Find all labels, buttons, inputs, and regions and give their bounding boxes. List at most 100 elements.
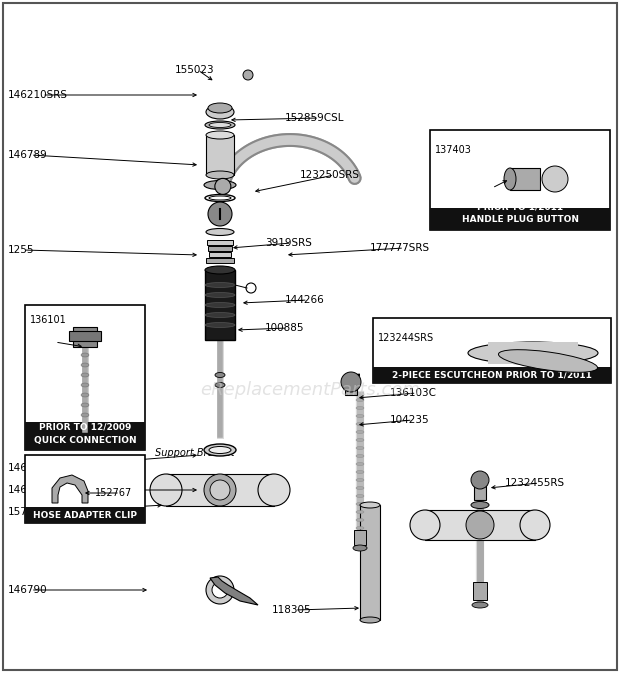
Bar <box>473 582 487 600</box>
Ellipse shape <box>356 454 364 458</box>
Ellipse shape <box>81 363 89 367</box>
Ellipse shape <box>360 502 380 508</box>
Ellipse shape <box>356 511 364 513</box>
Ellipse shape <box>205 283 235 287</box>
Ellipse shape <box>81 373 89 377</box>
Ellipse shape <box>206 171 234 179</box>
Text: eReplacementParts.com: eReplacementParts.com <box>200 381 420 399</box>
Circle shape <box>243 70 253 80</box>
Text: 100885: 100885 <box>265 323 304 333</box>
Ellipse shape <box>206 229 234 236</box>
Text: 3919SRS: 3919SRS <box>265 238 312 248</box>
Ellipse shape <box>206 105 234 119</box>
Ellipse shape <box>215 372 225 378</box>
Circle shape <box>542 166 568 192</box>
Text: 2-PIECE ESCUTCHEON PRIOR TO 1/2011: 2-PIECE ESCUTCHEON PRIOR TO 1/2011 <box>392 371 592 380</box>
Ellipse shape <box>353 545 367 551</box>
Ellipse shape <box>204 444 236 456</box>
Text: 123250SRS: 123250SRS <box>300 170 360 180</box>
Text: 137403: 137403 <box>435 145 472 155</box>
Ellipse shape <box>150 474 182 506</box>
Bar <box>345 375 357 395</box>
Text: 1255: 1255 <box>8 245 35 255</box>
Circle shape <box>341 372 361 392</box>
Ellipse shape <box>209 446 231 454</box>
Ellipse shape <box>471 501 489 509</box>
Text: 146790: 146790 <box>8 585 48 595</box>
Bar <box>206 135 234 175</box>
Text: HOSE ADAPTER CLIP: HOSE ADAPTER CLIP <box>33 511 137 520</box>
Bar <box>373 367 611 383</box>
Ellipse shape <box>356 518 364 522</box>
Ellipse shape <box>498 350 598 372</box>
Circle shape <box>208 202 232 226</box>
Ellipse shape <box>356 398 364 402</box>
Bar <box>373 318 611 383</box>
Ellipse shape <box>520 510 550 540</box>
Ellipse shape <box>356 462 364 466</box>
Ellipse shape <box>209 196 231 200</box>
Ellipse shape <box>81 393 89 397</box>
Ellipse shape <box>206 131 234 139</box>
Ellipse shape <box>356 479 364 481</box>
Text: 144266: 144266 <box>285 295 325 305</box>
Bar <box>510 168 540 190</box>
Ellipse shape <box>209 122 231 127</box>
Text: 146210SRS: 146210SRS <box>8 90 68 100</box>
Bar <box>73 327 97 347</box>
Ellipse shape <box>205 194 235 201</box>
Bar <box>25 305 145 450</box>
Ellipse shape <box>81 413 89 417</box>
Text: 152767: 152767 <box>95 488 132 498</box>
Bar <box>207 240 233 245</box>
Ellipse shape <box>356 495 364 497</box>
Bar <box>354 530 366 545</box>
Ellipse shape <box>205 121 235 129</box>
Bar <box>166 474 274 506</box>
Text: HANDLE PLUG BUTTON: HANDLE PLUG BUTTON <box>461 215 578 223</box>
Bar <box>25 507 145 523</box>
Bar <box>209 252 231 257</box>
Text: 118305: 118305 <box>272 605 312 615</box>
Bar <box>25 455 145 523</box>
Circle shape <box>204 474 236 506</box>
Text: 123244SRS: 123244SRS <box>378 333 434 343</box>
Text: Support Bracket: Support Bracket <box>155 448 234 458</box>
Circle shape <box>466 511 494 539</box>
Bar <box>474 475 486 500</box>
Circle shape <box>206 576 234 604</box>
Text: 155023: 155023 <box>175 65 215 75</box>
Ellipse shape <box>356 406 364 409</box>
Ellipse shape <box>215 382 225 388</box>
Ellipse shape <box>356 439 364 441</box>
Text: PRIOR TO 12/2009: PRIOR TO 12/2009 <box>39 423 131 431</box>
Ellipse shape <box>356 423 364 425</box>
Text: 152859CSL: 152859CSL <box>285 113 345 123</box>
Bar <box>205 270 235 340</box>
Text: 136103C: 136103C <box>390 388 437 398</box>
Bar <box>208 246 232 251</box>
Ellipse shape <box>356 526 364 530</box>
Bar <box>360 505 380 620</box>
Ellipse shape <box>356 503 364 505</box>
Text: PRIOR TO 1/2011: PRIOR TO 1/2011 <box>477 202 563 211</box>
Text: 104235: 104235 <box>390 415 430 425</box>
Ellipse shape <box>356 487 364 489</box>
Bar <box>69 331 101 341</box>
Ellipse shape <box>205 302 235 308</box>
Text: 146787: 146787 <box>8 463 48 473</box>
Ellipse shape <box>205 293 235 297</box>
Ellipse shape <box>81 343 89 347</box>
Ellipse shape <box>410 510 440 540</box>
Ellipse shape <box>81 383 89 387</box>
Text: 146789: 146789 <box>8 150 48 160</box>
Bar <box>430 130 610 230</box>
Ellipse shape <box>356 431 364 433</box>
Ellipse shape <box>258 474 290 506</box>
Text: 146790: 146790 <box>8 485 48 495</box>
Circle shape <box>212 582 228 598</box>
Circle shape <box>215 178 231 194</box>
Polygon shape <box>210 577 258 605</box>
Bar <box>430 208 610 230</box>
Ellipse shape <box>81 353 89 357</box>
